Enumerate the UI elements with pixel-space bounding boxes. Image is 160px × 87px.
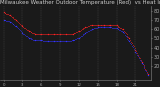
- Text: Milwaukee Weather Outdoor Temperature (Red)  vs Heat Index (Blue)  (24 Hours): Milwaukee Weather Outdoor Temperature (R…: [0, 1, 160, 5]
